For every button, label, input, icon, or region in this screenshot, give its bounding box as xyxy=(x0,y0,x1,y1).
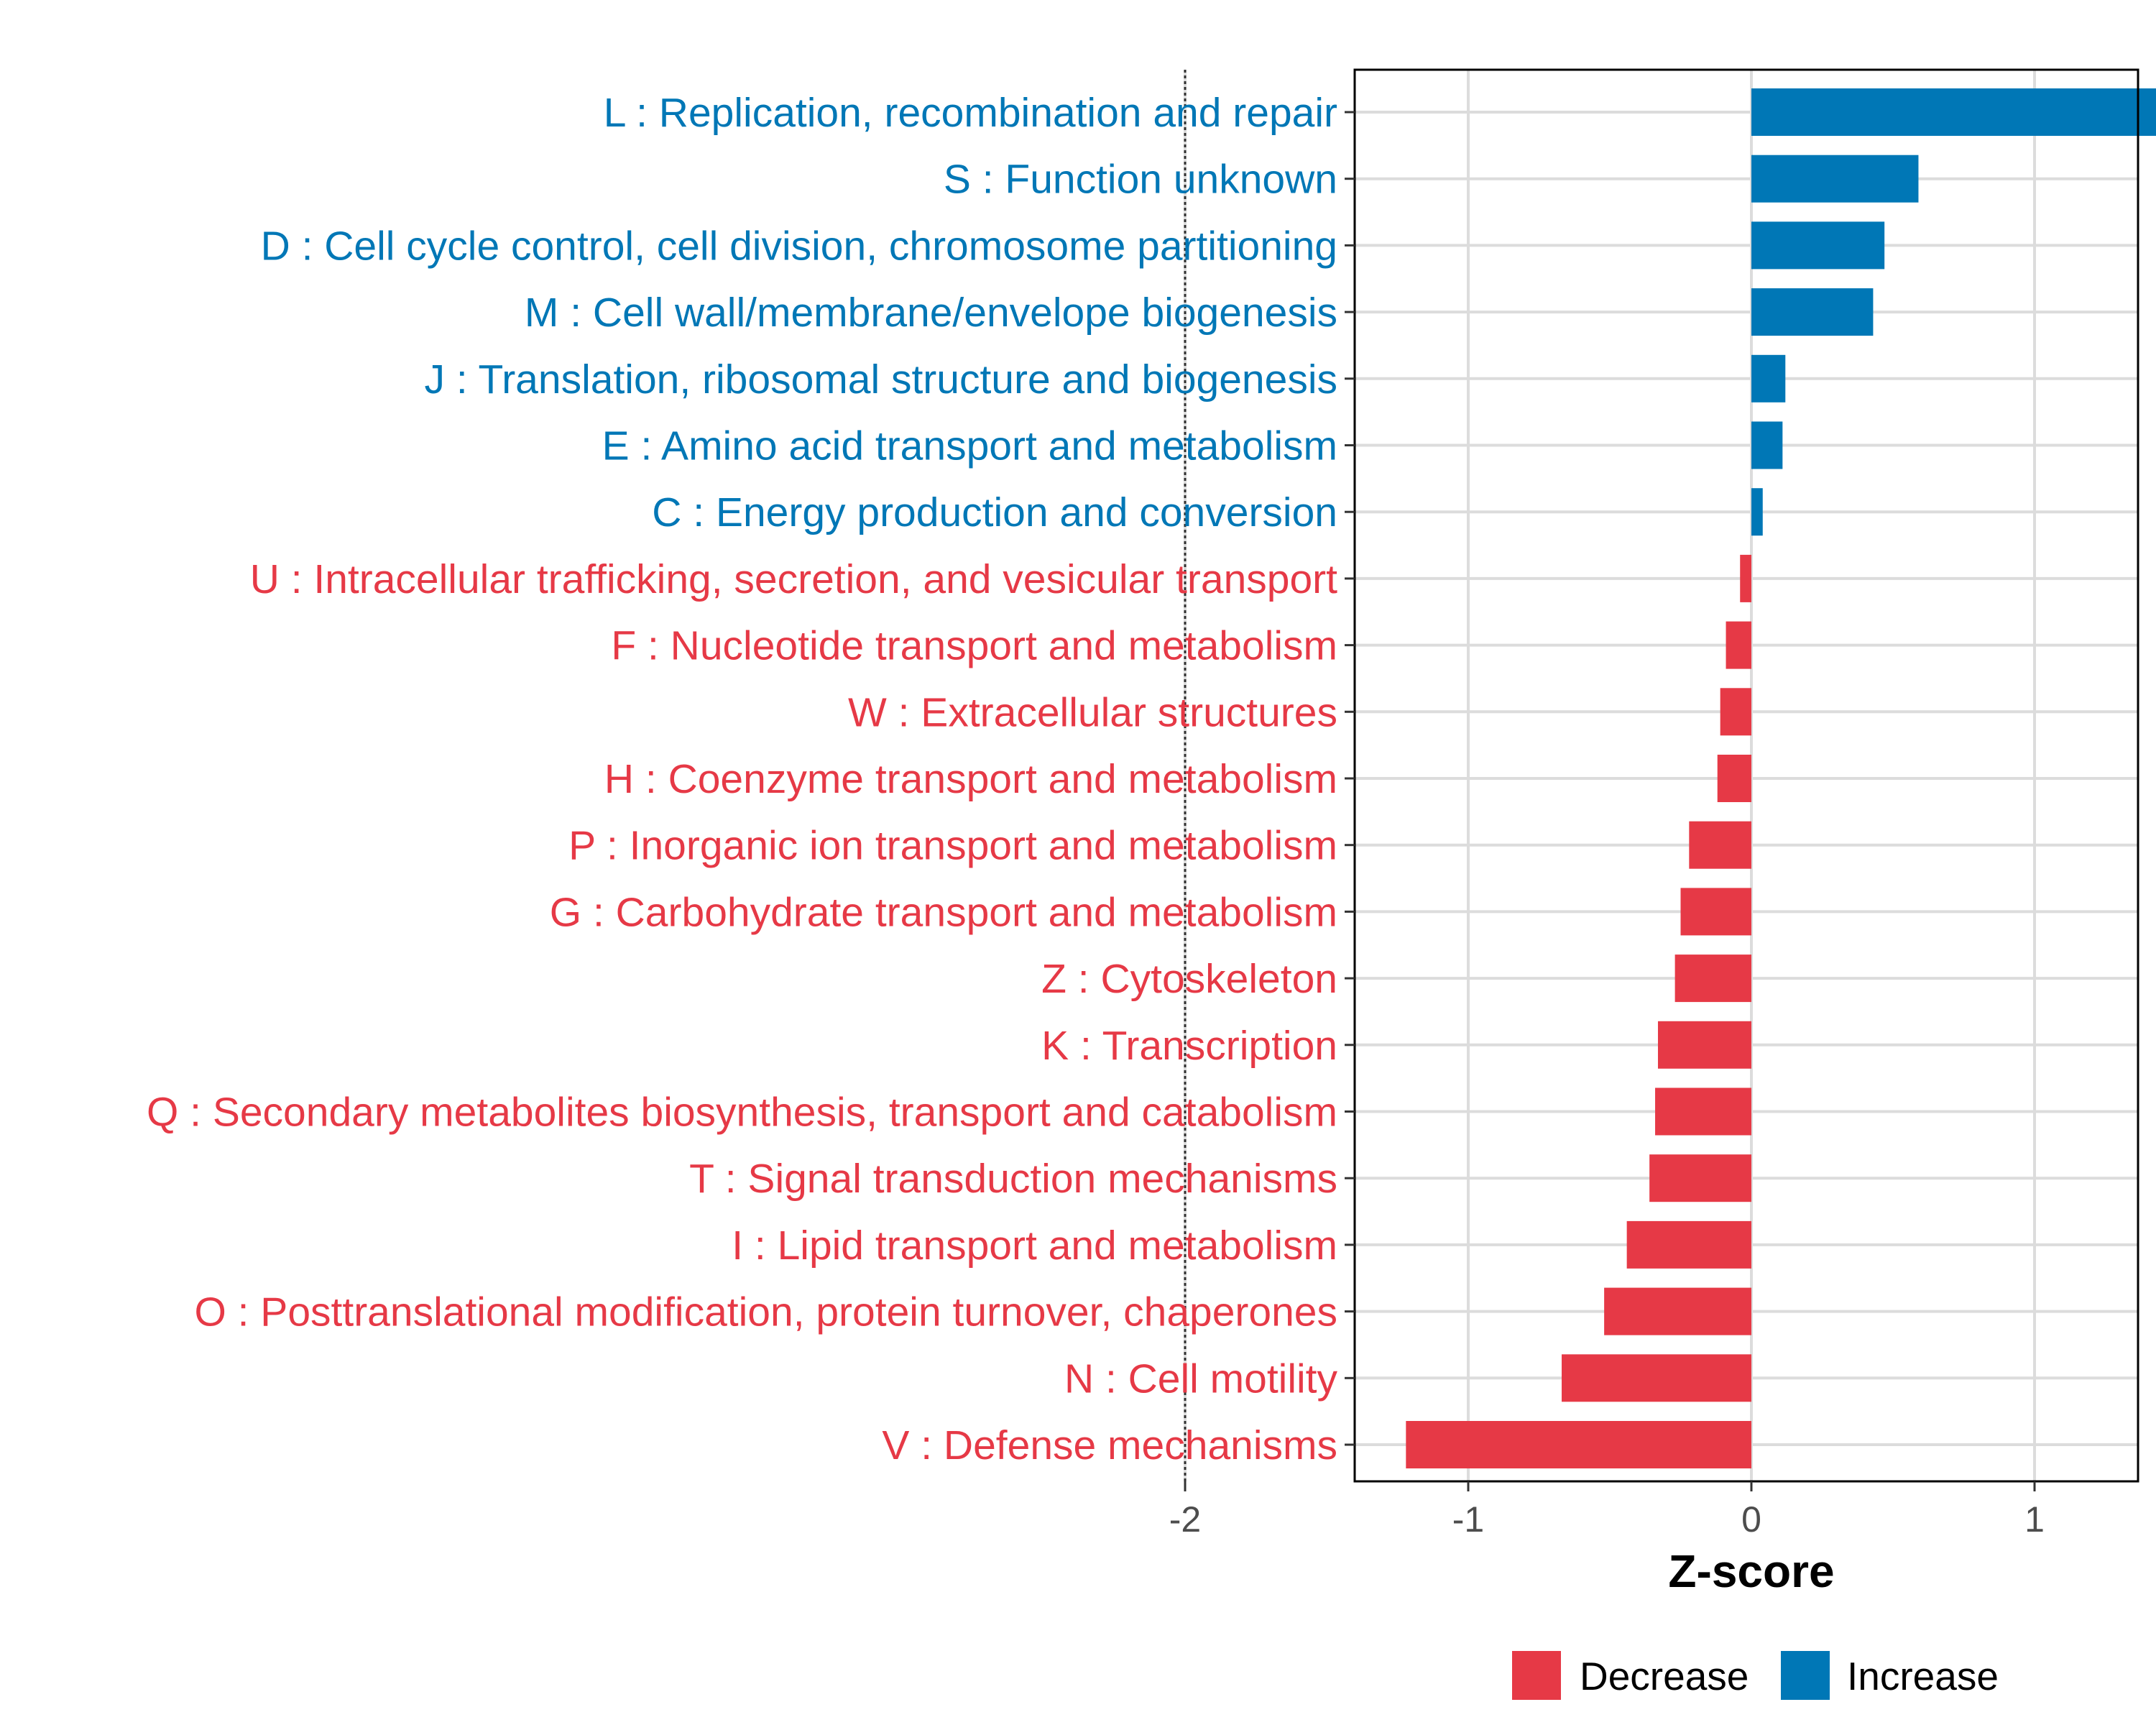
category-label: P : Inorganic ion transport and metaboli… xyxy=(568,823,1337,869)
x-axis-title: Z-score xyxy=(1668,1545,1834,1597)
bar xyxy=(1751,221,1885,270)
legend-swatch-decrease xyxy=(1512,1651,1561,1700)
category-label: S : Function unknown xyxy=(944,157,1337,203)
x-axis: -2-1012 xyxy=(1169,1481,2045,1540)
bar xyxy=(1740,554,1751,602)
bar xyxy=(1751,354,1786,402)
category-label: W : Extracellular structures xyxy=(848,689,1337,735)
legend-label-increase: Increase xyxy=(1847,1654,1999,1698)
category-label: K : Transcription xyxy=(1041,1023,1337,1069)
category-label: Q : Secondary metabolites biosynthesis, … xyxy=(147,1090,1337,1136)
bar xyxy=(1717,755,1751,802)
category-label: N : Cell motility xyxy=(1064,1356,1338,1402)
x-tick-label: 1 xyxy=(2024,1499,2045,1540)
bar xyxy=(1562,1354,1751,1402)
bar xyxy=(1626,1220,1751,1269)
bar xyxy=(1751,155,1919,203)
bars xyxy=(1406,88,2156,1468)
bar xyxy=(1751,488,1763,536)
bar xyxy=(1655,1087,1751,1136)
x-tick-label: -1 xyxy=(1452,1499,1484,1540)
y-axis: L : Replication, recombination and repai… xyxy=(147,90,1355,1468)
bar xyxy=(1751,421,1783,469)
bar xyxy=(1726,621,1751,669)
category-label: J : Translation, ribosomal structure and… xyxy=(425,356,1337,402)
bar xyxy=(1680,888,1751,936)
category-label: H : Coenzyme transport and metabolism xyxy=(604,756,1337,802)
legend-swatch-increase xyxy=(1781,1651,1830,1700)
bar xyxy=(1604,1287,1751,1335)
category-label: T : Signal transduction mechanisms xyxy=(689,1156,1337,1202)
category-label: U : Intracellular trafficking, secretion… xyxy=(250,556,1337,602)
legend: Decrease Increase xyxy=(1512,1651,1999,1700)
bar xyxy=(1674,954,1751,1003)
bar xyxy=(1406,1421,1751,1468)
legend-label-decrease: Decrease xyxy=(1580,1654,1749,1698)
x-tick-label: 0 xyxy=(1741,1499,1761,1540)
category-label: D : Cell cycle control, cell division, c… xyxy=(261,223,1337,269)
category-label: E : Amino acid transport and metabolism xyxy=(602,423,1337,469)
bar xyxy=(1751,88,2156,136)
bar xyxy=(1751,288,1874,336)
category-label: V : Defense mechanisms xyxy=(882,1422,1337,1468)
plot-border xyxy=(1353,68,2139,1483)
category-label: O : Posttranslational modification, prot… xyxy=(194,1289,1337,1335)
category-label: L : Replication, recombination and repai… xyxy=(604,90,1337,136)
bar xyxy=(1649,1154,1751,1202)
bar xyxy=(1720,688,1751,736)
category-label: G : Carbohydrate transport and metabolis… xyxy=(550,889,1337,935)
category-label: C : Energy production and conversion xyxy=(652,489,1337,535)
x-tick-label: -2 xyxy=(1169,1499,1201,1540)
bar xyxy=(1689,821,1751,869)
category-label: F : Nucleotide transport and metabolism xyxy=(611,623,1337,669)
category-label: M : Cell wall/membrane/envelope biogenes… xyxy=(525,290,1337,336)
category-label: I : Lipid transport and metabolism xyxy=(732,1223,1337,1269)
category-label: Z : Cytoskeleton xyxy=(1041,956,1337,1002)
bar xyxy=(1657,1021,1751,1069)
